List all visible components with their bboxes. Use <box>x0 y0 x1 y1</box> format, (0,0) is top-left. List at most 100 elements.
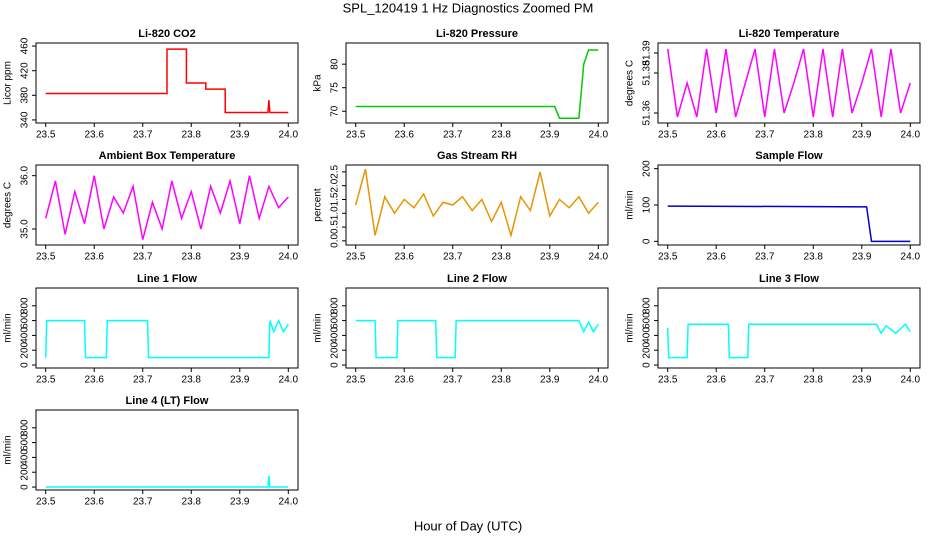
y-tick-label: 2.0 <box>330 178 341 192</box>
y-tick-label: 0 <box>330 362 341 368</box>
x-tick-label: 23.9 <box>230 497 250 508</box>
x-tick-label: 23.6 <box>84 497 104 508</box>
data-line <box>355 319 599 359</box>
y-axis-label: percent <box>313 188 324 222</box>
y-tick-label: 600 <box>330 312 341 329</box>
y-tick-label: 800 <box>20 419 31 436</box>
x-tick-label: 23.6 <box>84 252 104 263</box>
x-tick-label: 23.8 <box>182 130 202 141</box>
x-tick-label: 24.0 <box>901 252 921 263</box>
x-tick-label: 24.0 <box>589 130 609 141</box>
x-tick-label: 23.5 <box>658 375 678 386</box>
y-tick-label: 200 <box>20 341 31 358</box>
y-tick-label: 800 <box>20 297 31 314</box>
x-tick-label: 24.0 <box>901 375 921 386</box>
panel-title: Line 4 (LT) Flow <box>126 395 209 407</box>
x-tick-label: 23.9 <box>230 130 250 141</box>
y-tick-label: 36.0 <box>20 165 31 185</box>
x-tick-label: 23.9 <box>540 130 560 141</box>
x-tick-label: 23.8 <box>804 252 824 263</box>
y-tick-label: 400 <box>20 327 31 344</box>
y-tick-label: 0 <box>20 484 31 490</box>
data-line <box>667 205 911 243</box>
y-tick-label: 420 <box>20 62 31 79</box>
x-tick-label: 23.6 <box>706 130 726 141</box>
y-axis-label: ml/min <box>3 313 14 342</box>
y-tick-label: 200 <box>642 160 653 177</box>
data-line <box>44 175 289 240</box>
plot-frame <box>345 287 609 369</box>
plot-frame <box>657 164 921 246</box>
x-tick-label: 23.8 <box>492 130 512 141</box>
y-tick-label: 0 <box>642 238 653 244</box>
y-tick-label: 460 <box>20 37 31 54</box>
x-tick-label: 23.8 <box>492 252 512 263</box>
x-tick-label: 23.6 <box>84 130 104 141</box>
y-tick-label: 340 <box>20 111 31 128</box>
x-tick-label: 23.5 <box>658 252 678 263</box>
y-tick-label: 600 <box>20 312 31 329</box>
y-tick-label: 600 <box>20 434 31 451</box>
x-tick-label: 23.8 <box>182 375 202 386</box>
x-tick-label: 23.6 <box>394 375 414 386</box>
y-tick-label: 0 <box>642 362 653 368</box>
x-tick-label: 23.5 <box>346 252 366 263</box>
x-tick-label: 23.5 <box>36 130 56 141</box>
x-tick-label: 23.7 <box>755 130 775 141</box>
y-axis-label: degrees C <box>3 182 14 228</box>
y-tick-label: 400 <box>642 327 653 344</box>
y-tick-label: 51.38 <box>642 60 653 85</box>
panel-title: Li-820 Pressure <box>436 28 518 40</box>
y-tick-label: 200 <box>20 463 31 480</box>
y-tick-label: 51.39 <box>642 40 653 65</box>
panel-title: Line 1 Flow <box>137 273 197 285</box>
x-tick-label: 23.5 <box>36 497 56 508</box>
page-title: SPL_120419 1 Hz Diagnostics Zoomed PM <box>343 0 594 15</box>
panel-title: Sample Flow <box>755 150 823 162</box>
x-tick-label: 24.0 <box>279 252 299 263</box>
plot-frame <box>35 42 299 124</box>
panel-title: Li-820 Temperature <box>739 28 840 40</box>
y-axis-label: degrees C <box>625 60 636 106</box>
plot-frame <box>35 287 299 369</box>
plot-frame <box>35 164 299 246</box>
y-axis-label: ml/min <box>313 313 324 342</box>
y-tick-label: 600 <box>642 312 653 329</box>
data-line <box>666 48 912 118</box>
y-tick-label: 1.0 <box>330 206 341 220</box>
x-tick-label: 23.9 <box>540 252 560 263</box>
x-tick-label: 24.0 <box>901 130 921 141</box>
x-tick-label: 23.5 <box>36 375 56 386</box>
panel-title: Gas Stream RH <box>437 150 517 162</box>
panel-title: Li-820 CO2 <box>138 28 195 40</box>
x-tick-label: 23.5 <box>346 375 366 386</box>
x-tick-label: 23.7 <box>133 252 153 263</box>
x-tick-label: 23.8 <box>492 375 512 386</box>
data-line <box>45 48 289 114</box>
panel-title: Line 2 Flow <box>447 273 507 285</box>
y-tick-label: 200 <box>642 341 653 358</box>
x-tick-label: 23.7 <box>443 252 463 263</box>
data-line <box>45 475 289 488</box>
plot-frame <box>345 164 609 246</box>
x-tick-label: 23.6 <box>706 252 726 263</box>
y-tick-label: 800 <box>642 297 653 314</box>
y-tick-label: 400 <box>20 449 31 466</box>
x-tick-label: 24.0 <box>279 497 299 508</box>
data-line <box>44 318 289 359</box>
panel-title: Ambient Box Temperature <box>99 150 236 162</box>
x-tick-label: 23.9 <box>230 375 250 386</box>
data-line <box>354 168 599 239</box>
x-tick-label: 23.7 <box>133 375 153 386</box>
plot-frame <box>657 287 921 369</box>
y-axis-label: kPa <box>313 74 324 92</box>
x-tick-label: 23.8 <box>182 497 202 508</box>
x-tick-label: 23.9 <box>852 252 872 263</box>
x-tick-label: 23.9 <box>852 130 872 141</box>
y-tick-label: 400 <box>330 327 341 344</box>
x-tick-label: 23.7 <box>755 252 775 263</box>
y-tick-label: 80 <box>330 58 341 70</box>
x-tick-label: 23.6 <box>394 252 414 263</box>
x-tick-label: 23.6 <box>394 130 414 141</box>
